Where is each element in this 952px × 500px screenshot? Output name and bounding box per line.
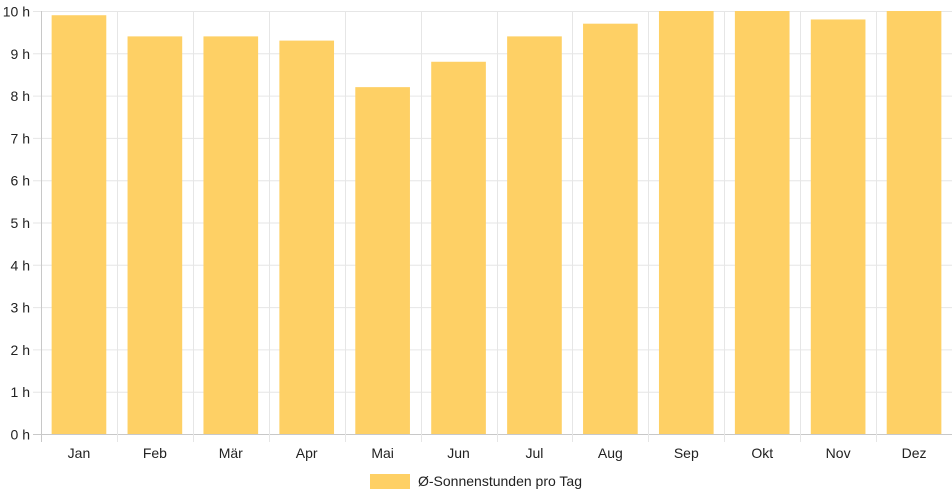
y-tick-label: 2 h	[11, 342, 30, 358]
bar-apr	[279, 40, 335, 435]
bar-aug	[583, 23, 638, 434]
x-tick-label: Sep	[674, 445, 699, 461]
x-tick-label: Jul	[526, 445, 544, 461]
x-tick-label: Jun	[447, 445, 470, 461]
x-tick-label: Jan	[68, 445, 91, 461]
legend-swatch	[370, 474, 410, 489]
bar-jun	[431, 61, 486, 434]
bar-mai	[355, 87, 410, 434]
bar-okt	[734, 11, 790, 434]
legend-label: Ø-Sonnenstunden pro Tag	[418, 473, 582, 489]
y-tick-label: 1 h	[11, 384, 30, 400]
x-tick-label: Mai	[371, 445, 394, 461]
y-tick-label: 3 h	[11, 300, 30, 316]
y-tick-label: 9 h	[11, 46, 30, 62]
bar-jul	[507, 36, 562, 434]
bar-nov	[810, 19, 866, 435]
x-tick-label: Aug	[598, 445, 623, 461]
bar-jan	[51, 15, 107, 434]
x-tick-label: Dez	[902, 445, 927, 461]
x-tick-label: Okt	[751, 445, 773, 461]
legend[interactable]: Ø-Sonnenstunden pro Tag	[370, 473, 582, 489]
bar-mär	[203, 36, 259, 434]
y-tick-label: 7 h	[11, 130, 30, 146]
x-tick-label: Mär	[219, 445, 243, 461]
axis-layer: 0 h 1 h 2 h 3 h 4 h 5 h 6 h 7 h 8 h 9 h 10 h Jan Feb…	[3, 4, 927, 462]
y-tick-label: 10 h	[3, 4, 30, 20]
y-tick-label: 8 h	[11, 88, 30, 104]
y-tick-label: 0 h	[11, 427, 30, 443]
y-tick-label: 6 h	[11, 173, 30, 189]
x-tick-label: Feb	[143, 445, 167, 461]
x-tick-label: Apr	[296, 445, 318, 461]
bar-sep	[658, 11, 714, 434]
bar-feb	[127, 36, 183, 434]
x-tick-label: Nov	[826, 445, 851, 461]
grid-layer	[33, 11, 952, 442]
bars-layer	[51, 11, 942, 435]
y-tick-label: 4 h	[11, 257, 30, 273]
bar-dez	[886, 11, 942, 434]
y-tick-label: 5 h	[11, 215, 30, 231]
